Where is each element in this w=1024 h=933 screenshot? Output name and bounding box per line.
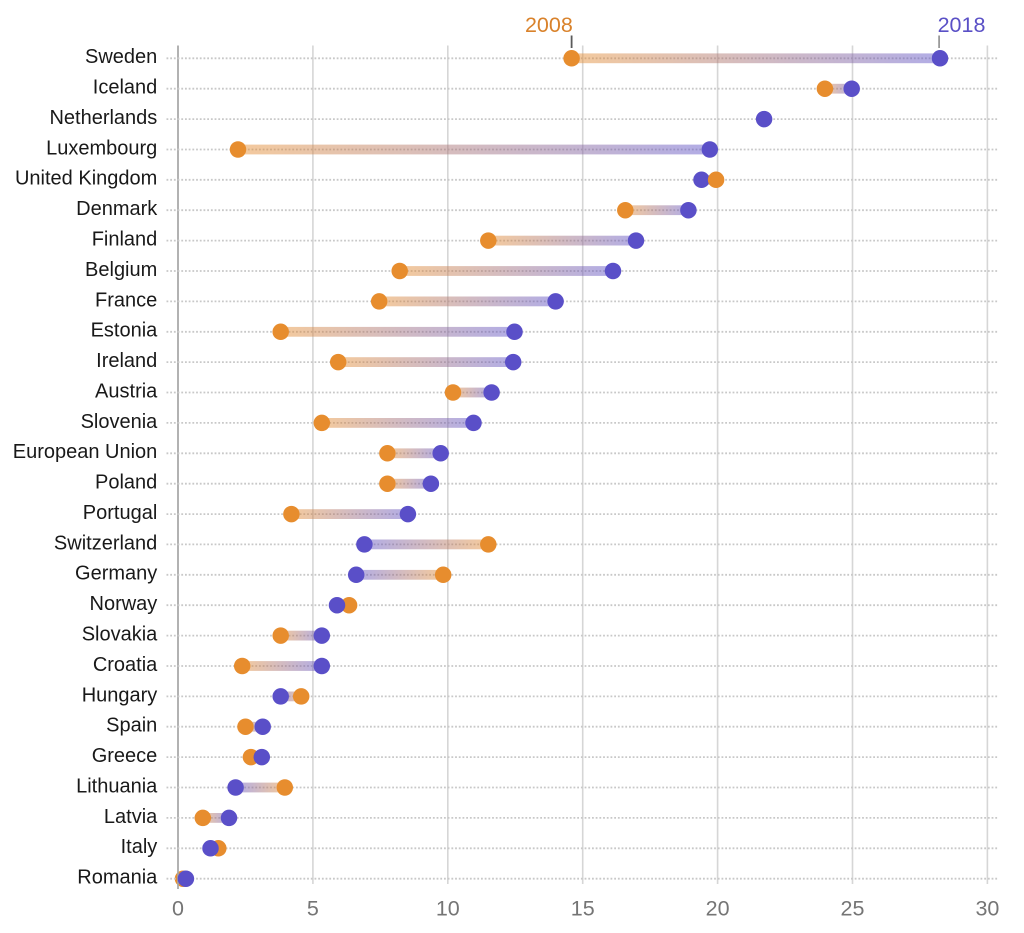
svg-text:Finland: Finland — [92, 229, 158, 251]
svg-text:Germany: Germany — [75, 563, 157, 585]
svg-text:5: 5 — [307, 897, 319, 921]
svg-text:United Kingdom: United Kingdom — [15, 168, 157, 190]
svg-text:Sweden: Sweden — [85, 46, 157, 68]
svg-text:Iceland: Iceland — [93, 77, 158, 99]
svg-text:Slovakia: Slovakia — [82, 624, 158, 646]
svg-text:Luxembourg: Luxembourg — [46, 137, 157, 159]
svg-text:Estonia: Estonia — [91, 320, 159, 342]
svg-text:2008: 2008 — [525, 13, 573, 37]
svg-text:Lithuania: Lithuania — [76, 775, 158, 797]
svg-text:Poland: Poland — [95, 472, 157, 494]
svg-text:Austria: Austria — [95, 380, 158, 402]
svg-text:30: 30 — [975, 897, 999, 921]
svg-text:Portugal: Portugal — [83, 502, 158, 524]
svg-text:Italy: Italy — [121, 836, 158, 858]
svg-text:Hungary: Hungary — [82, 684, 158, 706]
svg-text:Norway: Norway — [90, 593, 158, 615]
svg-text:Slovenia: Slovenia — [81, 411, 159, 433]
svg-text:France: France — [95, 289, 157, 311]
svg-text:Switzerland: Switzerland — [54, 532, 157, 554]
svg-text:Belgium: Belgium — [85, 259, 157, 281]
svg-text:European Union: European Union — [13, 441, 158, 463]
svg-text:Romania: Romania — [77, 867, 158, 889]
svg-text:2018: 2018 — [938, 13, 986, 37]
svg-text:25: 25 — [841, 897, 865, 921]
svg-text:0: 0 — [172, 897, 184, 921]
svg-text:10: 10 — [436, 897, 460, 921]
svg-text:Netherlands: Netherlands — [49, 107, 157, 129]
svg-text:Denmark: Denmark — [76, 198, 158, 220]
svg-text:20: 20 — [706, 897, 730, 921]
svg-text:Greece: Greece — [92, 745, 158, 767]
svg-text:15: 15 — [571, 897, 595, 921]
svg-text:Ireland: Ireland — [96, 350, 157, 372]
svg-text:Croatia: Croatia — [93, 654, 158, 676]
svg-text:Latvia: Latvia — [104, 806, 158, 828]
svg-text:Spain: Spain — [106, 715, 157, 737]
